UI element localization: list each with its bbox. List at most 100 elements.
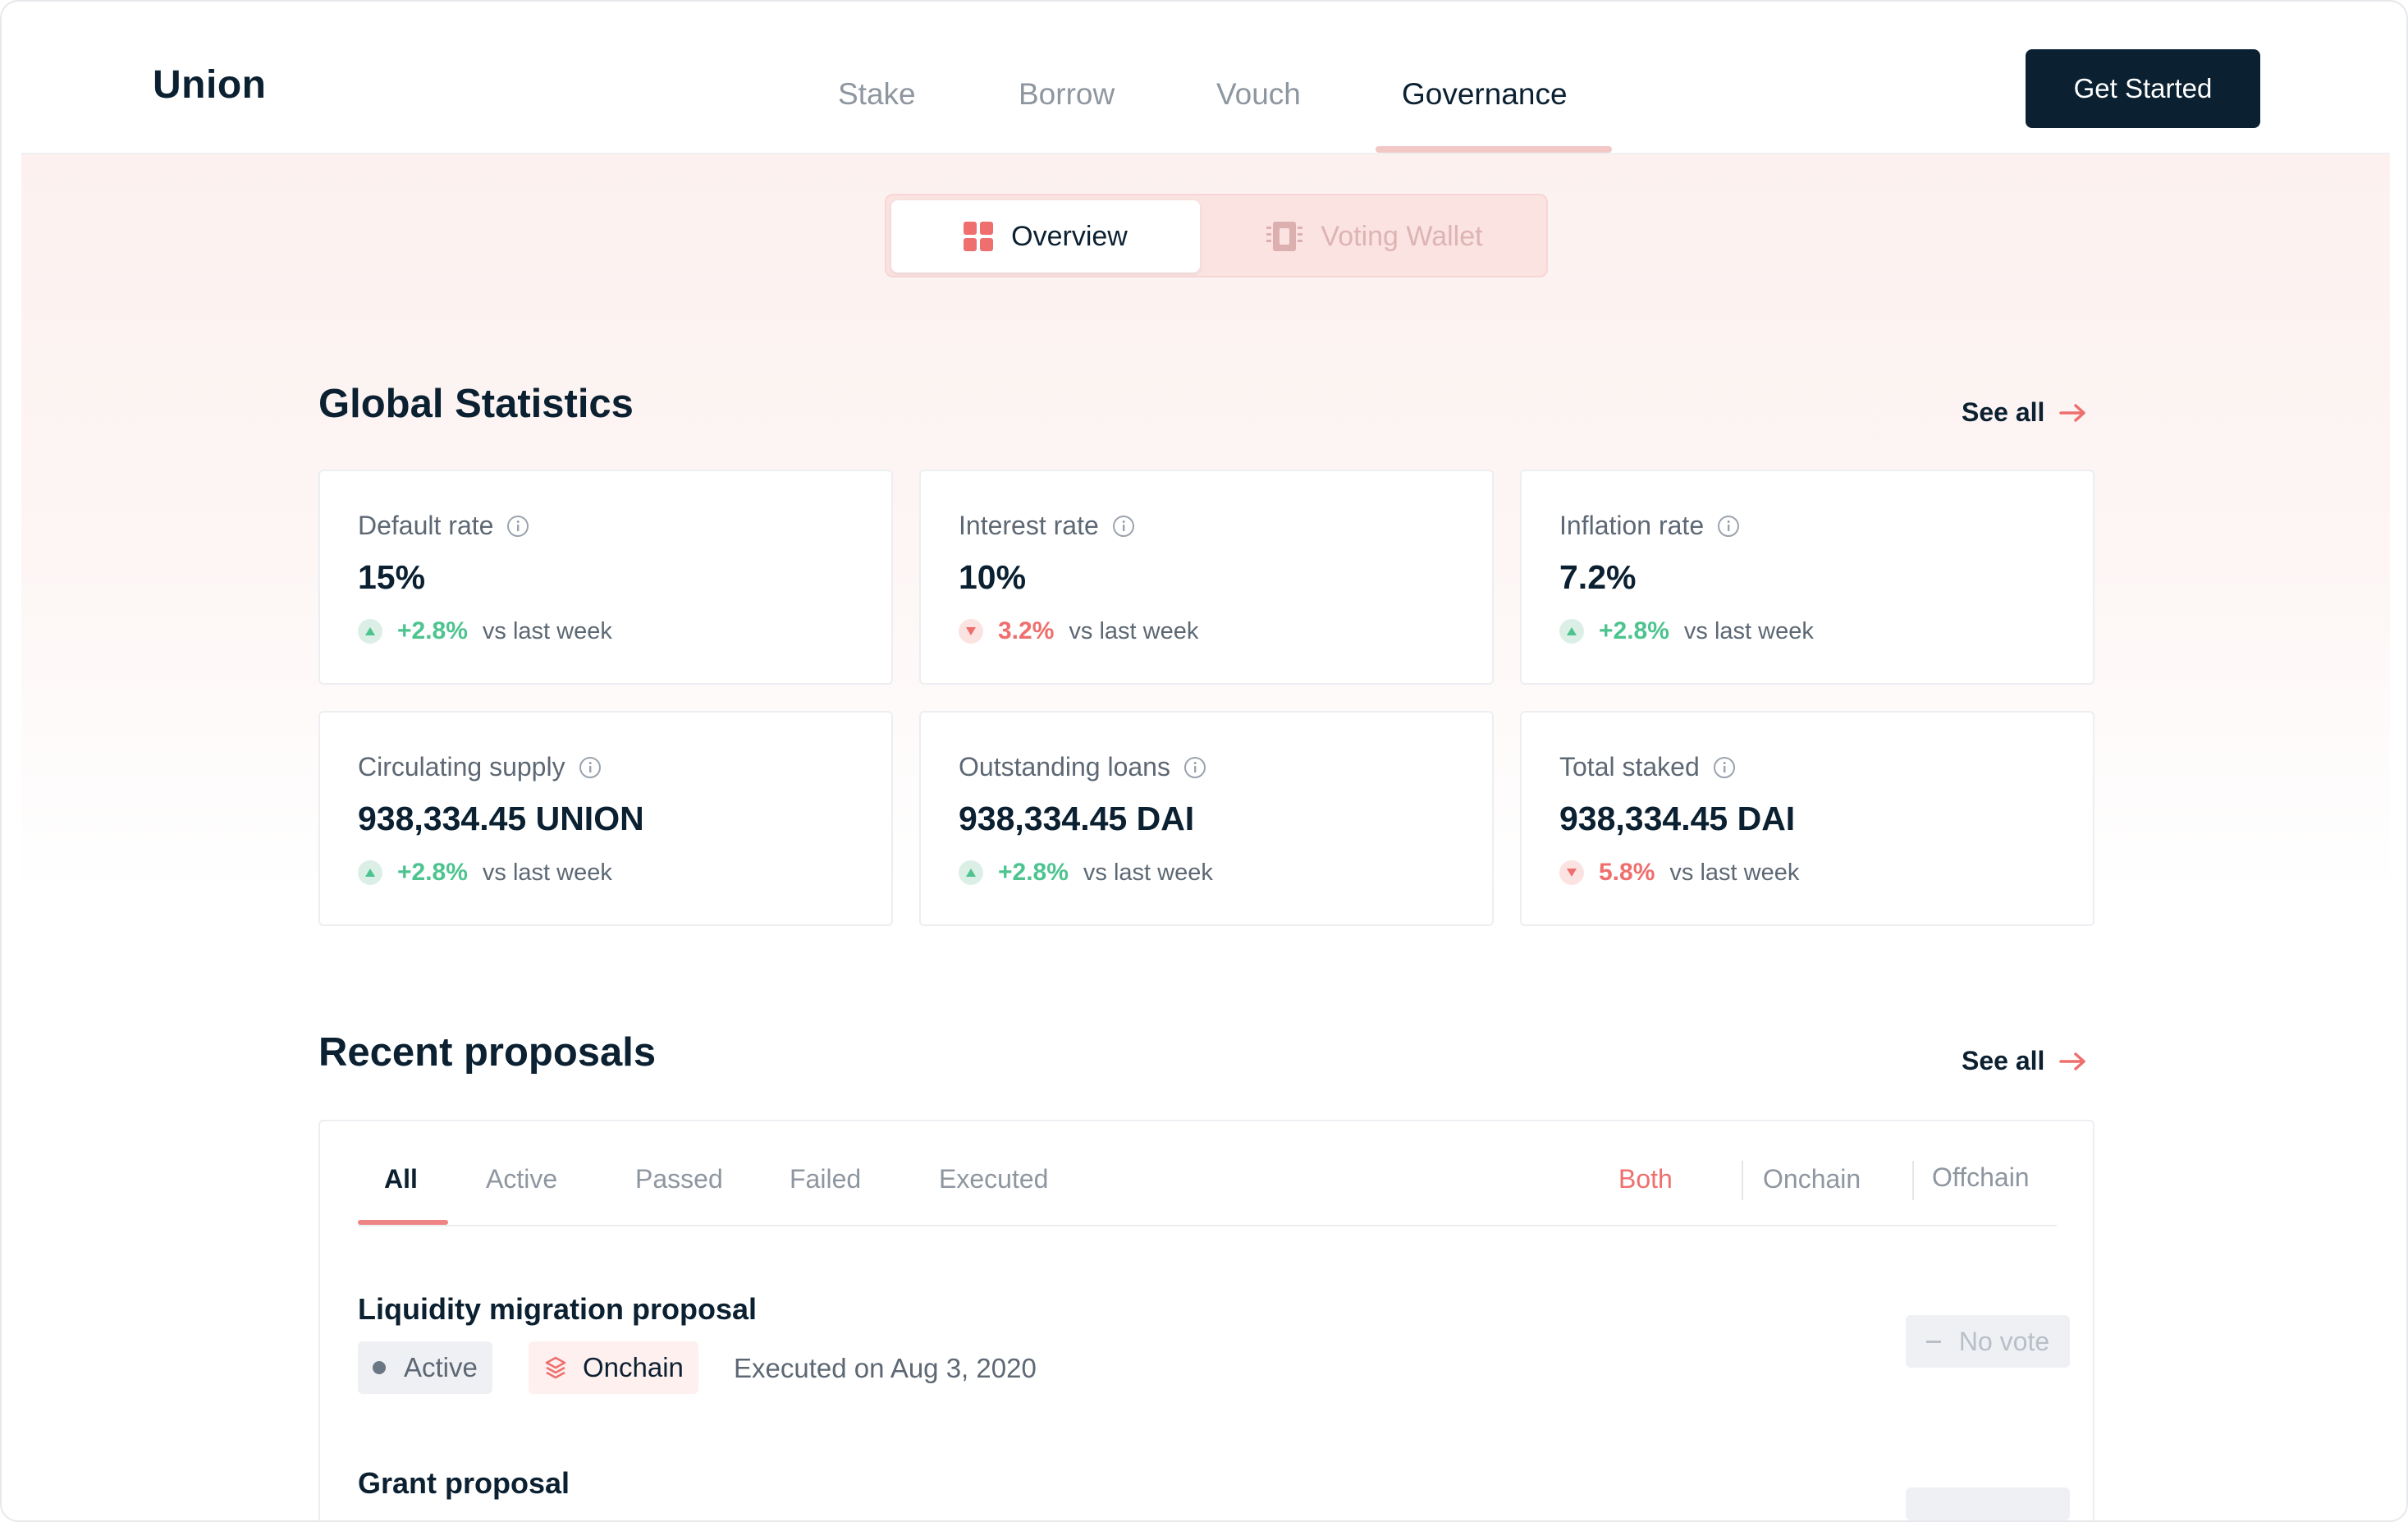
stat-value: 7.2% (1559, 558, 1637, 596)
source-divider (1912, 1161, 1914, 1200)
change-value: +2.8% (998, 859, 1069, 886)
stat-change: 3.2% vs last week (959, 617, 1198, 645)
filter-tab-passed[interactable]: Passed (635, 1164, 723, 1194)
trend-down-icon (959, 619, 983, 644)
proposals-panel: All Active Passed Failed Executed Both O… (318, 1120, 2094, 1520)
trend-down-icon (1559, 860, 1584, 885)
change-caption: vs last week (1683, 617, 1814, 644)
stat-label: Total staked (1559, 752, 1700, 782)
stat-value: 10% (959, 558, 1027, 596)
source-divider (1742, 1161, 1743, 1200)
info-icon[interactable] (1717, 515, 1740, 538)
stat-change: +2.8% vs last week (959, 859, 1213, 887)
change-caption: vs last week (482, 617, 612, 644)
stat-change: +2.8% vs last week (1559, 617, 1814, 645)
stat-value: 938,334.45 UNION (358, 800, 644, 837)
recent-proposals-title: Recent proposals (318, 1030, 657, 1075)
executed-date: Executed on Aug 3, 2020 (734, 1353, 1037, 1383)
stat-change: 5.8% vs last week (1559, 859, 1799, 887)
filter-tab-executed[interactable]: Executed (939, 1164, 1049, 1194)
filter-tab-all[interactable]: All (384, 1164, 418, 1194)
stat-label: Interest rate (959, 511, 1099, 540)
stat-change: +2.8% vs last week (358, 859, 612, 887)
trend-up-icon (959, 860, 983, 885)
grid-icon (964, 222, 994, 251)
stat-label: Circulating supply (358, 752, 565, 782)
source-tab-onchain[interactable]: Onchain (1763, 1164, 1861, 1194)
trend-up-icon (358, 619, 382, 644)
get-started-button[interactable]: Get Started (2026, 49, 2260, 128)
stat-card-interest-rate: Interest rate 10% 3.2% vs last week (919, 470, 1494, 685)
vote-status-badge: No vote (1906, 1315, 2070, 1368)
nav-active-indicator (1376, 146, 1612, 153)
see-all-label: See all (1962, 397, 2045, 427)
view-toggle: Overview Voting Wallet (885, 194, 1548, 277)
proposal-title[interactable]: Grant proposal (358, 1466, 570, 1500)
stat-card-total-staked: Total staked 938,334.45 DAI 5.8% vs last… (1520, 711, 2094, 926)
filter-tab-active[interactable]: Active (486, 1164, 558, 1194)
info-icon[interactable] (579, 756, 602, 779)
stat-change: +2.8% vs last week (358, 617, 612, 645)
change-caption: vs last week (1083, 859, 1213, 886)
union-logo[interactable]: Union (153, 63, 267, 107)
stat-card-outstanding-loans: Outstanding loans 938,334.45 DAI +2.8% v… (919, 711, 1494, 926)
stats-see-all-link[interactable]: See all (1962, 397, 2087, 428)
stat-label: Outstanding loans (959, 752, 1170, 782)
proposals-see-all-link[interactable]: See all (1962, 1046, 2087, 1076)
nav-tab-vouch[interactable]: Vouch (1216, 77, 1301, 111)
voting-wallet-label: Voting Wallet (1321, 220, 1483, 252)
stat-value: 938,334.45 DAI (959, 800, 1195, 837)
nav-tab-stake[interactable]: Stake (838, 77, 916, 111)
vote-label: No vote (1958, 1326, 2050, 1356)
change-caption: vs last week (482, 859, 612, 886)
info-icon[interactable] (1713, 756, 1736, 779)
change-value: +2.8% (1599, 617, 1669, 644)
minus-icon (1925, 1340, 1941, 1343)
info-icon[interactable] (1183, 756, 1206, 779)
proposal-title[interactable]: Liquidity migration proposal (358, 1292, 757, 1326)
main-content: Overview Voting Wallet (21, 154, 2390, 1520)
arrow-right-icon (2059, 403, 2086, 422)
overview-toggle[interactable]: Overview (891, 200, 1200, 273)
see-all-label: See all (1962, 1046, 2045, 1075)
stat-value: 15% (358, 558, 426, 596)
overview-label: Overview (1011, 220, 1128, 252)
proposal-filter-bar: All Active Passed Failed Executed Both O… (358, 1121, 2057, 1226)
source-tab-offchain[interactable]: Offchain (1932, 1162, 2030, 1192)
status-dot-icon (373, 1361, 386, 1374)
change-value: 3.2% (998, 617, 1055, 644)
stat-card-default-rate: Default rate 15% +2.8% vs last week (318, 470, 893, 685)
info-icon[interactable] (1112, 515, 1135, 538)
voting-wallet-toggle[interactable]: Voting Wallet (1239, 200, 1510, 273)
change-caption: vs last week (1069, 617, 1199, 644)
onchain-cube-icon (543, 1355, 568, 1380)
trend-up-icon (1559, 619, 1584, 644)
change-value: 5.8% (1599, 859, 1655, 886)
stat-value: 938,334.45 DAI (1559, 800, 1796, 837)
main-nav: Stake Borrow Vouch Governance (21, 2, 2390, 154)
filter-active-indicator (358, 1220, 448, 1225)
stat-card-circulating-supply: Circulating supply 938,334.45 UNION +2.8… (318, 711, 893, 926)
status-label: Active (404, 1352, 478, 1382)
stat-label: Inflation rate (1559, 511, 1705, 540)
trend-up-icon (358, 860, 382, 885)
source-label: Onchain (583, 1352, 684, 1382)
change-value: +2.8% (397, 617, 468, 644)
status-badge: Active (358, 1341, 492, 1394)
arrow-right-icon (2059, 1052, 2086, 1070)
wallet-chip-icon (1266, 220, 1303, 253)
source-tab-both[interactable]: Both (1618, 1164, 1673, 1194)
global-statistics-title: Global Statistics (318, 382, 634, 426)
nav-tab-borrow[interactable]: Borrow (1019, 77, 1115, 111)
info-icon[interactable] (506, 515, 529, 538)
nav-tab-governance[interactable]: Governance (1402, 77, 1568, 111)
change-value: +2.8% (397, 859, 468, 886)
vote-status-badge (1906, 1488, 2070, 1520)
source-badge: Onchain (529, 1341, 698, 1394)
change-caption: vs last week (1669, 859, 1800, 886)
stat-card-inflation-rate: Inflation rate 7.2% +2.8% vs last week (1520, 470, 2094, 685)
filter-tab-failed[interactable]: Failed (790, 1164, 862, 1194)
top-header: Union Stake Borrow Vouch Governance Get … (21, 2, 2390, 154)
stat-label: Default rate (358, 511, 494, 540)
